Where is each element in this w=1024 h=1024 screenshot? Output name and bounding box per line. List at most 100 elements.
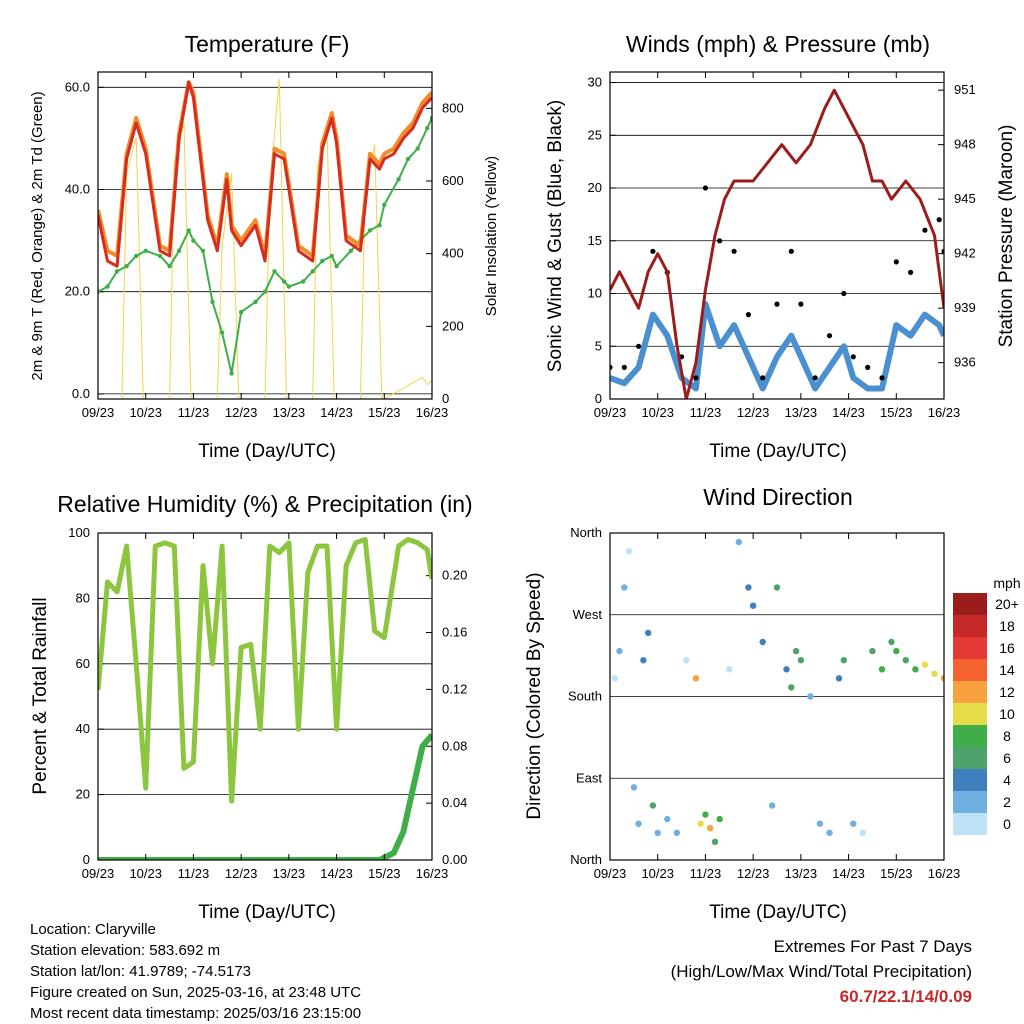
y2-tick-label: 400 xyxy=(442,246,464,261)
direction-point xyxy=(792,647,800,655)
x-tick-label: 15/23 xyxy=(880,405,913,420)
dewpoint-point xyxy=(334,264,339,269)
legend-label: 0 xyxy=(1003,816,1011,832)
direction-point xyxy=(702,811,709,818)
direction-point xyxy=(850,820,857,827)
y-tick-label: East xyxy=(576,770,602,785)
direction-point xyxy=(769,802,776,809)
direction-point xyxy=(649,802,657,809)
y2-tick-label: 0 xyxy=(442,391,449,406)
humidity-ylabel-left: Percent & Total Rainfall xyxy=(30,597,51,794)
y-tick-label: 10 xyxy=(588,286,602,301)
gust-point xyxy=(865,364,871,370)
x-tick-label: 15/23 xyxy=(368,866,401,881)
direction-point xyxy=(859,829,867,836)
winds-frame xyxy=(609,71,945,400)
gust-point xyxy=(908,269,914,275)
y2-tick-label: 948 xyxy=(954,137,976,152)
direction-point xyxy=(788,684,795,691)
x-tick-label: 09/23 xyxy=(82,405,115,420)
direction-point xyxy=(621,584,628,591)
direction-point xyxy=(630,784,638,791)
y-tick-label: 60.0 xyxy=(65,79,90,94)
direction-point xyxy=(835,675,843,682)
y2-tick-label: 939 xyxy=(954,300,976,315)
direction-point xyxy=(921,661,929,668)
y-tick-label: North xyxy=(570,525,602,540)
dewpoint-point xyxy=(200,248,206,253)
direction-point xyxy=(840,657,847,664)
x-tick-label: 12/23 xyxy=(737,866,770,881)
direction-ylabel-left: Direction (Colored By Speed) xyxy=(524,572,545,819)
x-tick-label: 13/23 xyxy=(273,405,306,420)
x-tick-label: 09/23 xyxy=(594,866,627,881)
direction-point xyxy=(759,638,766,646)
y-tick-label: 20 xyxy=(76,787,90,802)
dewpoint-point xyxy=(310,269,315,274)
dewpoint-point xyxy=(272,269,277,274)
temperature-xlabel: Time (Day/UTC) xyxy=(198,441,336,462)
extremes-heading: Extremes For Past 7 Days xyxy=(773,937,972,956)
legend-swatch xyxy=(953,637,987,659)
y-tick-label: 30 xyxy=(588,75,602,90)
x-tick-label: 12/23 xyxy=(225,866,258,881)
gust-point xyxy=(621,364,627,370)
dewpoint-point xyxy=(143,248,148,253)
dewpoint-point xyxy=(405,156,411,162)
winds-ylabel-right: Station Pressure (Maroon) xyxy=(996,125,1017,348)
dewpoint-point xyxy=(262,289,268,294)
gust-point xyxy=(717,238,723,244)
direction-point xyxy=(707,825,714,832)
x-tick-label: 12/23 xyxy=(225,405,258,420)
humidity-xlabel: Time (Day/UTC) xyxy=(198,902,336,923)
legend-swatch xyxy=(953,681,987,703)
legend-label: 14 xyxy=(999,662,1015,678)
y2-tick-label: 0.04 xyxy=(442,795,467,810)
y-tick-label: 0 xyxy=(83,852,90,867)
direction-point xyxy=(611,675,618,682)
y2-tick-label: 945 xyxy=(954,191,976,206)
dewpoint-point xyxy=(301,279,306,284)
direction-point xyxy=(735,538,742,546)
direction-point xyxy=(888,638,895,646)
legend-swatch xyxy=(953,703,987,725)
location-text: Location: Claryville xyxy=(30,921,156,938)
y-tick-label: 40.0 xyxy=(65,182,90,197)
y-tick-label: 0 xyxy=(595,391,602,406)
dewpoint-point xyxy=(377,223,382,228)
y2-tick-label: 200 xyxy=(442,318,464,333)
dewpoint-point xyxy=(367,228,373,233)
y-tick-label: 60 xyxy=(76,656,90,671)
gust-point xyxy=(941,248,944,254)
direction-point xyxy=(902,657,909,664)
x-tick-label: 13/23 xyxy=(785,866,818,881)
direction-point xyxy=(816,820,824,827)
temperature-ylabel-left: 2m & 9m T (Red, Orange) & 2m Td (Green) xyxy=(29,91,46,380)
latlon-text: Station lat/lon: 41.9789; -74.5173 xyxy=(30,963,252,980)
y-tick-label: 15 xyxy=(588,233,602,248)
direction-point xyxy=(654,829,661,836)
speed-legend: mph 20+ 18 16 14 12 10 8 6 4 2 0 xyxy=(953,575,1021,835)
y2-tick-label: 0.16 xyxy=(442,625,467,640)
legend-swatch xyxy=(953,615,987,637)
y2-tick-label: 600 xyxy=(442,173,464,188)
direction-point xyxy=(664,815,671,823)
legend-label: 8 xyxy=(1003,728,1011,744)
dewpoint-point xyxy=(157,253,163,259)
x-tick-label: 12/23 xyxy=(737,405,770,420)
y-tick-label: South xyxy=(568,689,602,704)
x-tick-label: 16/23 xyxy=(416,866,449,881)
y-tick-label: 20.0 xyxy=(65,284,90,299)
direction-point xyxy=(640,657,647,664)
elevation-text: Station elevation: 583.692 m xyxy=(30,942,221,959)
y2-tick-label: 800 xyxy=(442,100,464,115)
winds-title: Winds (mph) & Pressure (mb) xyxy=(626,31,930,57)
legend-label: 10 xyxy=(999,706,1015,722)
direction-point xyxy=(697,820,704,827)
pressure-line xyxy=(610,88,944,399)
direction-point xyxy=(931,670,938,677)
x-tick-label: 11/23 xyxy=(690,405,722,420)
legend-label: 20+ xyxy=(995,596,1019,612)
